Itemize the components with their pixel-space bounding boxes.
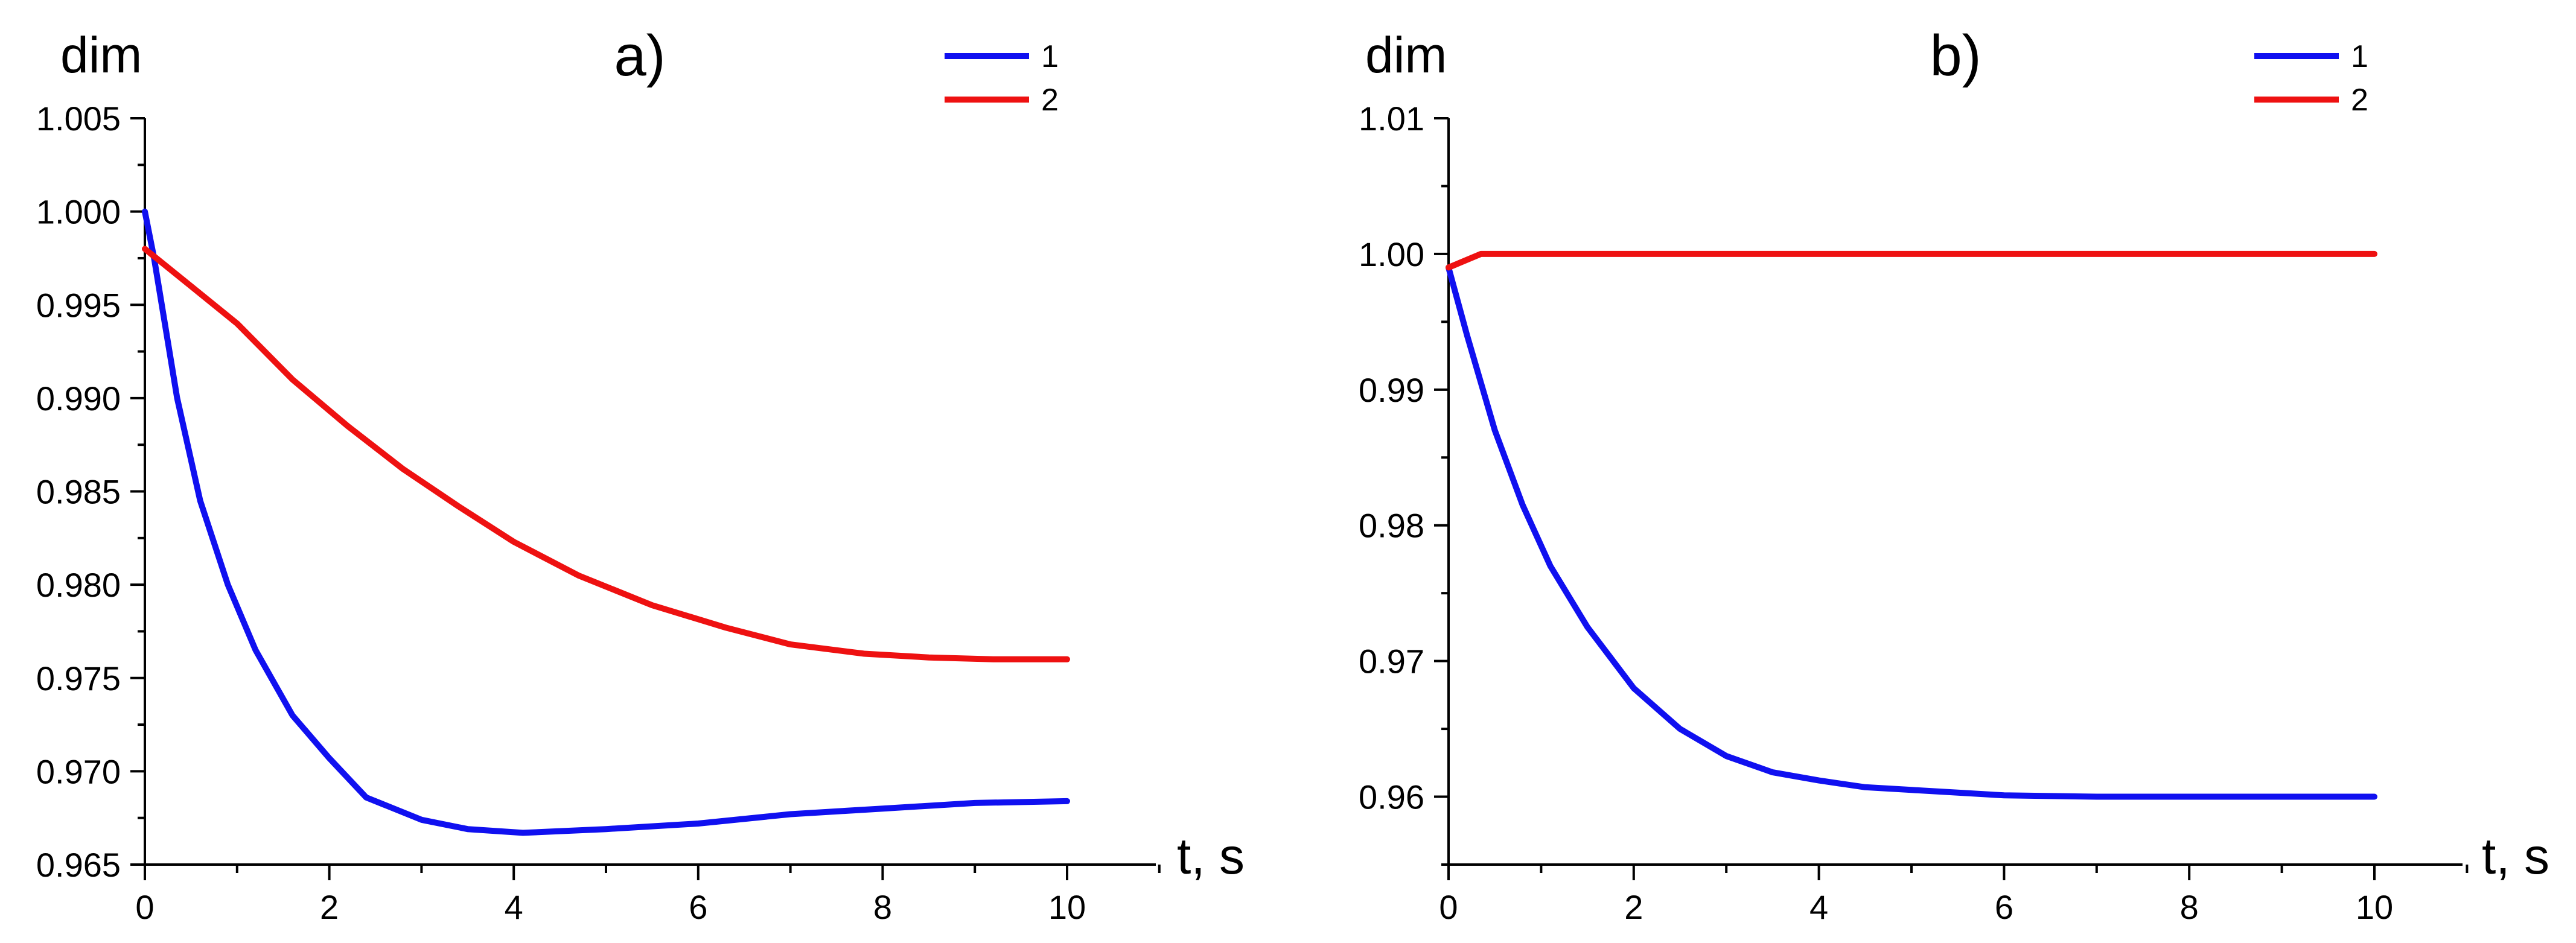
y-axis-label: dim	[1365, 27, 1447, 83]
x-tick-label: 10	[2356, 888, 2393, 926]
y-tick-label: 0.970	[36, 752, 121, 790]
y-tick-label: 0.995	[36, 286, 121, 324]
legend-label-2: 2	[1041, 83, 1059, 118]
series-line-1	[1446, 264, 2377, 800]
x-tick-label: 2	[320, 888, 339, 926]
y-tick-label: 0.99	[1359, 371, 1424, 409]
y-tick-label: 0.98	[1359, 507, 1424, 545]
legend-label-1: 1	[2351, 39, 2368, 74]
y-tick-label: 1.005	[36, 100, 121, 138]
x-axis-label: t, s	[2482, 828, 2549, 884]
x-tick-label: 6	[1995, 888, 2013, 926]
x-tick-label: 8	[873, 888, 892, 926]
series-line-2	[1446, 250, 2377, 271]
y-tick-label: 0.980	[36, 566, 121, 604]
y-tick-label: 0.990	[36, 379, 121, 418]
y-tick-label: 0.975	[36, 659, 121, 697]
y-tick-label: 0.965	[36, 846, 121, 884]
x-tick-label: 10	[1048, 888, 1086, 926]
panel-title: b)	[1930, 24, 1981, 88]
x-axis-label: t, s	[1177, 828, 1245, 884]
x-tick-label: 2	[1624, 888, 1643, 926]
legend-label-2: 2	[2351, 83, 2368, 118]
chart-panel-b: 0.96 0.97 0.98 0.99 1.00 1.01 0 2 4 6 8 10 dim t, s b)…	[1359, 24, 2549, 926]
x-tick-label: 0	[135, 888, 154, 926]
x-tick-label: 4	[1809, 888, 1828, 926]
y-tick-label: 0.96	[1359, 778, 1424, 816]
legend-label-1: 1	[1041, 39, 1059, 74]
y-tick-label: 0.985	[36, 473, 121, 511]
x-tick-label: 4	[505, 888, 523, 926]
series-line-1	[142, 208, 1070, 836]
y-tick-label: 1.00	[1359, 235, 1424, 273]
y-tick-label: 1.000	[36, 193, 121, 231]
panel-title: a)	[614, 24, 665, 88]
y-axis-label: dim	[60, 27, 142, 83]
x-tick-label: 6	[689, 888, 707, 926]
x-tick-label: 0	[1439, 888, 1458, 926]
series-line-2	[142, 246, 1070, 662]
y-tick-label: 1.01	[1359, 100, 1424, 138]
chart-panel-a: 0.965 0.970 0.975 0.980 0.985 0.990 0.995 1.000…	[36, 24, 1245, 926]
y-tick-label: 0.97	[1359, 643, 1424, 681]
x-tick-label: 8	[2180, 888, 2199, 926]
